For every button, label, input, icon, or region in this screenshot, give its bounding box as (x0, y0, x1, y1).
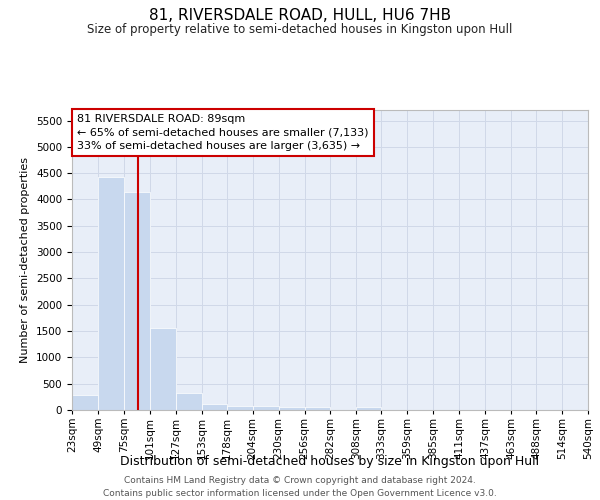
Y-axis label: Number of semi-detached properties: Number of semi-detached properties (20, 157, 31, 363)
Bar (253, 406, 278, 410)
Bar (278, 407, 305, 410)
Bar (150, 328, 176, 410)
Bar (72, 394, 98, 410)
Text: Size of property relative to semi-detached houses in Kingston upon Hull: Size of property relative to semi-detach… (88, 22, 512, 36)
Bar (124, 192, 150, 410)
Bar (227, 406, 253, 410)
Bar (356, 407, 382, 410)
Bar (202, 404, 227, 410)
Bar (305, 406, 331, 410)
Bar (98, 177, 124, 410)
Text: Contains HM Land Registry data © Crown copyright and database right 2024.
Contai: Contains HM Land Registry data © Crown c… (103, 476, 497, 498)
Text: Distribution of semi-detached houses by size in Kingston upon Hull: Distribution of semi-detached houses by … (121, 455, 539, 468)
Bar (176, 392, 202, 410)
Text: 81, RIVERSDALE ROAD, HULL, HU6 7HB: 81, RIVERSDALE ROAD, HULL, HU6 7HB (149, 8, 451, 22)
Text: 81 RIVERSDALE ROAD: 89sqm
← 65% of semi-detached houses are smaller (7,133)
33% : 81 RIVERSDALE ROAD: 89sqm ← 65% of semi-… (77, 114, 368, 151)
